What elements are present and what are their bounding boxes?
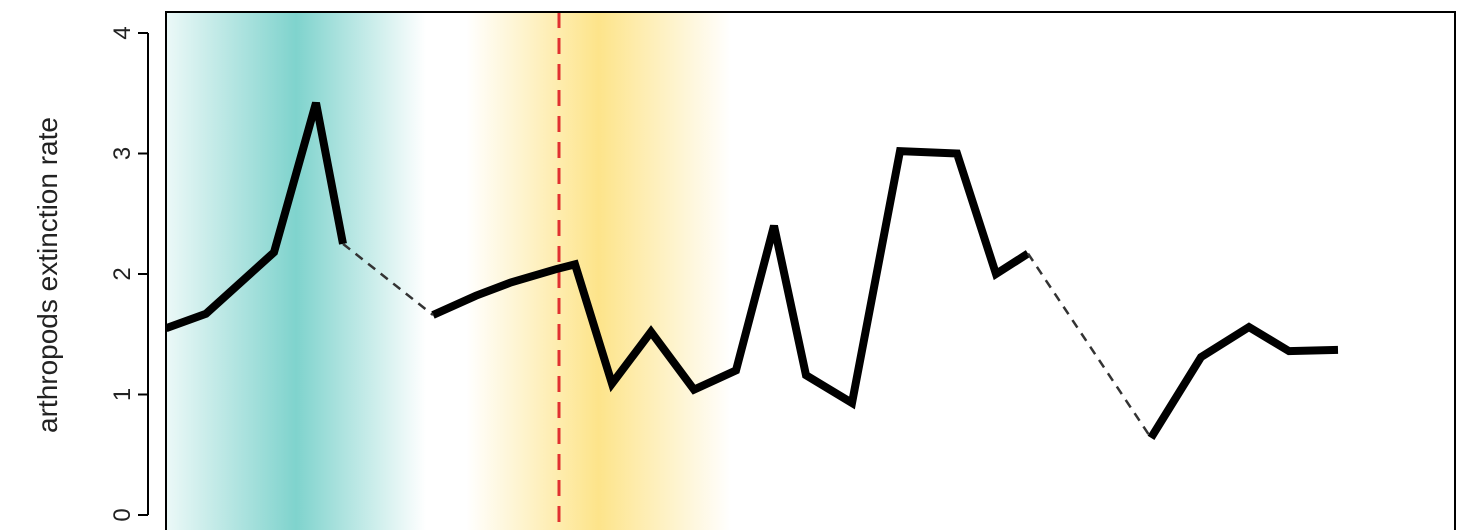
band-teal bbox=[166, 12, 426, 530]
dashed-connector-1 bbox=[1026, 252, 1153, 439]
series-lines bbox=[166, 101, 1339, 440]
y-tick-label: 3 bbox=[109, 147, 136, 160]
y-axis-label: arthropods extinction rate bbox=[32, 117, 63, 433]
shaded-bands bbox=[166, 12, 731, 530]
y-tick-label: 0 bbox=[109, 508, 136, 521]
band-yellow bbox=[466, 12, 731, 530]
y-tick-label: 2 bbox=[109, 267, 136, 280]
series-segment-1 bbox=[431, 146, 1031, 410]
plot-frame bbox=[165, 11, 1456, 530]
y-tick-label: 1 bbox=[109, 388, 136, 401]
y-axis: 0 1 2 3 4 bbox=[109, 26, 149, 522]
series-segment-2 bbox=[1147, 322, 1339, 440]
series-segment-0 bbox=[166, 101, 347, 332]
y-tick-label: 4 bbox=[109, 26, 136, 39]
dashed-connector-0 bbox=[342, 242, 434, 316]
